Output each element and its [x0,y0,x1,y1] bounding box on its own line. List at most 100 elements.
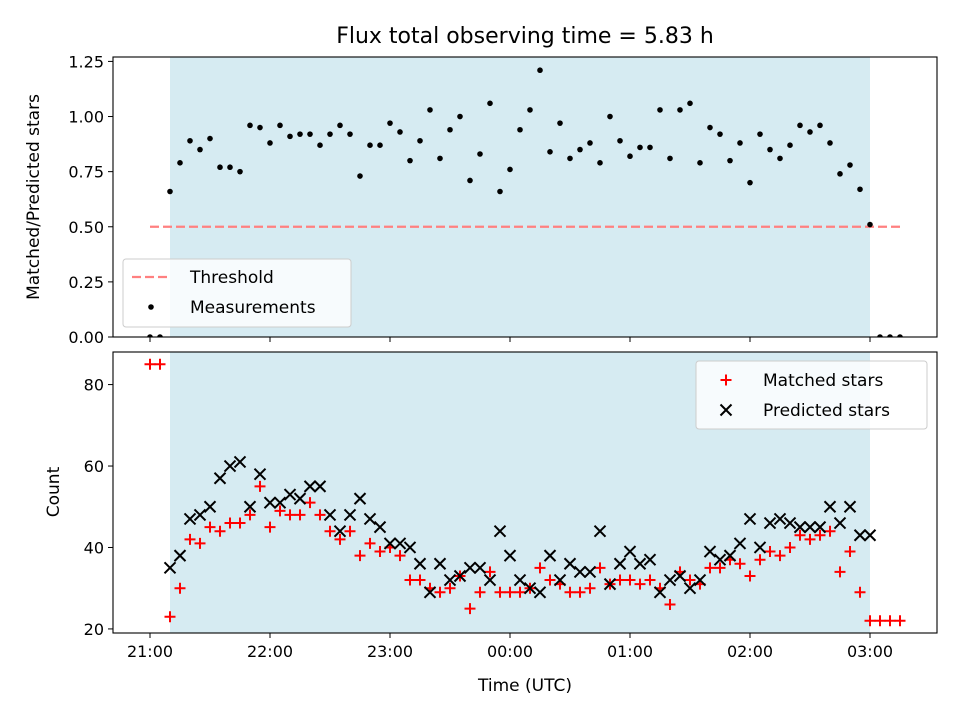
data-point [837,171,843,177]
y-tick-label: 1.00 [68,108,104,127]
predicted-point [753,541,767,554]
predicted-point [273,496,287,509]
y-tick-label: 60 [84,457,104,476]
data-point [537,67,543,74]
data-point [567,155,573,162]
predicted-point [613,557,627,570]
data-point [427,107,433,113]
matched-point [874,615,886,627]
predicted-point [473,561,487,575]
matched-point [744,570,756,582]
predicted-point [853,529,867,542]
predicted-point [533,586,547,599]
data-point [867,221,873,228]
data-point [797,122,803,129]
data-point [267,140,273,146]
data-point [317,142,323,148]
matched-point [714,562,726,574]
predicted-point [833,516,847,530]
predicted-point [203,500,217,513]
data-point [347,131,353,137]
matched-point [584,582,596,594]
data-point [617,137,623,144]
predicted-point [683,581,697,595]
matched-point [794,529,806,541]
matched-point [144,358,156,370]
matched-point [394,550,406,562]
matched-point [504,586,516,598]
data-point [647,144,653,151]
data-point [757,131,763,137]
matched-point [294,509,306,521]
data-point [337,122,343,129]
data-point [197,146,203,153]
predicted-point [663,573,677,587]
data-point [697,160,703,166]
matched-point [324,525,336,537]
data-point [377,142,383,148]
predicted-point [723,549,737,562]
data-point [187,137,193,144]
data-point [747,179,753,186]
data-point [397,129,403,135]
predicted-point [313,480,327,493]
matched-point [204,521,216,533]
data-point [827,140,833,146]
data-point [467,177,473,184]
predicted-point [553,573,567,587]
data-point [547,149,553,155]
matched-point [764,546,776,558]
legend-threshold-label: Threshold [189,268,274,288]
predicted-point [373,520,387,534]
matched-point [184,533,196,545]
matched-point [234,517,246,529]
predicted-point [483,573,497,587]
matched-point [844,546,856,558]
data-point [157,334,163,337]
predicted-point [223,459,237,473]
predicted-point [453,569,467,583]
matched-point [574,586,586,598]
data-point [897,334,903,337]
data-point [297,131,303,137]
data-point [527,107,533,113]
predicted-point [773,512,787,526]
predicted-point [323,508,337,522]
predicted-point [543,549,557,562]
matched-point [704,562,716,574]
data-point [607,113,613,120]
legend-matched-swatch [720,374,732,386]
predicted-point [293,492,307,505]
predicted-point [193,508,207,522]
matched-point [824,525,836,537]
predicted-point [353,492,367,505]
matched-point [884,615,896,627]
predicted-point [803,520,817,534]
predicted-point [233,455,247,469]
predicted-point [503,549,517,562]
matched-point [664,598,676,610]
data-point [217,164,223,171]
data-point [677,107,683,113]
data-point [327,131,333,137]
x-tick-label: 01:00 [607,642,653,661]
x-tick-label: 21:00 [127,642,173,661]
matched-point [164,611,176,623]
matched-point [154,358,166,370]
legend-predicted-swatch [719,403,733,417]
predicted-point [493,524,507,538]
matched-point [854,586,866,598]
legend-measurements-label: Measurements [190,298,316,318]
matched-point [214,525,226,537]
matched-point [404,574,416,586]
data-point [517,126,523,133]
predicted-point [383,537,397,550]
predicted-point [333,524,347,538]
matched-point [284,509,296,521]
matched-point [344,525,356,537]
data-point [287,133,293,140]
predicted-point [823,500,837,513]
y-tick-label: 0.75 [68,163,104,182]
legend-matched-label: Matched stars [763,371,883,391]
matched-point [804,533,816,545]
